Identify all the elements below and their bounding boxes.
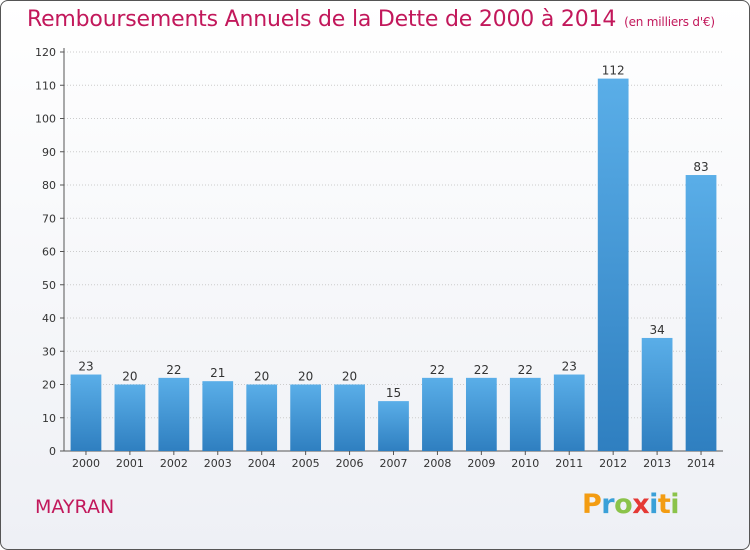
logo-letter: r [601, 489, 615, 520]
bar-value-label: 34 [649, 323, 664, 337]
bar [465, 377, 497, 451]
bar [246, 384, 278, 451]
y-tick-label: 40 [42, 312, 56, 325]
x-tick-label: 2005 [292, 457, 320, 470]
x-tick-label: 2014 [687, 457, 715, 470]
bar-value-label: 20 [254, 370, 269, 384]
bar-value-label: 23 [78, 360, 93, 374]
chart-title-text: Remboursements Annuels de la Dette de 20… [27, 7, 617, 32]
y-tick-label: 50 [42, 279, 56, 292]
bar-value-label: 22 [474, 363, 489, 377]
bar [422, 377, 453, 451]
x-tick-label: 2008 [423, 457, 451, 470]
proxiti-logo: Proxiti [582, 489, 680, 520]
bar [597, 78, 629, 451]
bar-value-label: 22 [430, 363, 445, 377]
bar [202, 381, 234, 451]
y-tick-label: 0 [49, 445, 56, 458]
bar [334, 384, 365, 451]
y-tick-label: 120 [35, 46, 56, 59]
bar [158, 377, 190, 451]
y-tick-label: 90 [42, 146, 56, 159]
x-tick-label: 2013 [643, 457, 671, 470]
y-tick-label: 100 [35, 113, 56, 126]
x-tick-label: 2000 [72, 457, 100, 470]
bar-value-label: 23 [562, 360, 577, 374]
bar [114, 384, 146, 451]
bar [553, 374, 585, 451]
x-tick-label: 2012 [599, 457, 627, 470]
x-tick-label: 2001 [116, 457, 144, 470]
y-tick-label: 70 [42, 212, 56, 225]
logo-letter: i [670, 489, 680, 520]
y-tick-label: 30 [42, 345, 56, 358]
bar-value-label: 83 [693, 160, 708, 174]
y-tick-label: 80 [42, 179, 56, 192]
x-tick-label: 2007 [380, 457, 408, 470]
bar-value-label: 112 [602, 64, 625, 78]
bar-value-label: 20 [342, 370, 357, 384]
bar [641, 337, 673, 451]
unit-note: (en milliers d'€) [624, 15, 715, 29]
x-tick-label: 2011 [555, 457, 583, 470]
x-tick-label: 2004 [248, 457, 276, 470]
bar [685, 175, 717, 451]
logo-letter: t [657, 489, 671, 520]
logo-letter: i [649, 489, 658, 520]
y-tick-label: 10 [42, 412, 56, 425]
bar [70, 374, 102, 451]
logo-letter: x [632, 489, 650, 520]
bar-value-label: 22 [518, 363, 533, 377]
x-tick-label: 2010 [511, 457, 539, 470]
bar-value-label: 22 [166, 363, 181, 377]
x-tick-label: 2003 [204, 457, 232, 470]
bar-value-label: 20 [298, 370, 313, 384]
commune-name: MAYRAN [35, 496, 115, 518]
logo-letter: P [582, 489, 602, 520]
bar [290, 384, 322, 451]
bar-value-label: 15 [386, 386, 401, 400]
bar-value-label: 20 [122, 370, 137, 384]
y-tick-label: 20 [42, 379, 56, 392]
chart-title: Remboursements Annuels de la Dette de 20… [27, 7, 715, 32]
y-tick-label: 110 [35, 79, 56, 92]
logo-letter: o [614, 489, 633, 520]
bar [378, 401, 409, 451]
x-tick-label: 2009 [467, 457, 495, 470]
y-tick-label: 60 [42, 246, 56, 259]
bar [509, 377, 541, 451]
x-tick-label: 2002 [160, 457, 188, 470]
bar-value-label: 21 [210, 366, 225, 380]
x-tick-label: 2006 [336, 457, 364, 470]
